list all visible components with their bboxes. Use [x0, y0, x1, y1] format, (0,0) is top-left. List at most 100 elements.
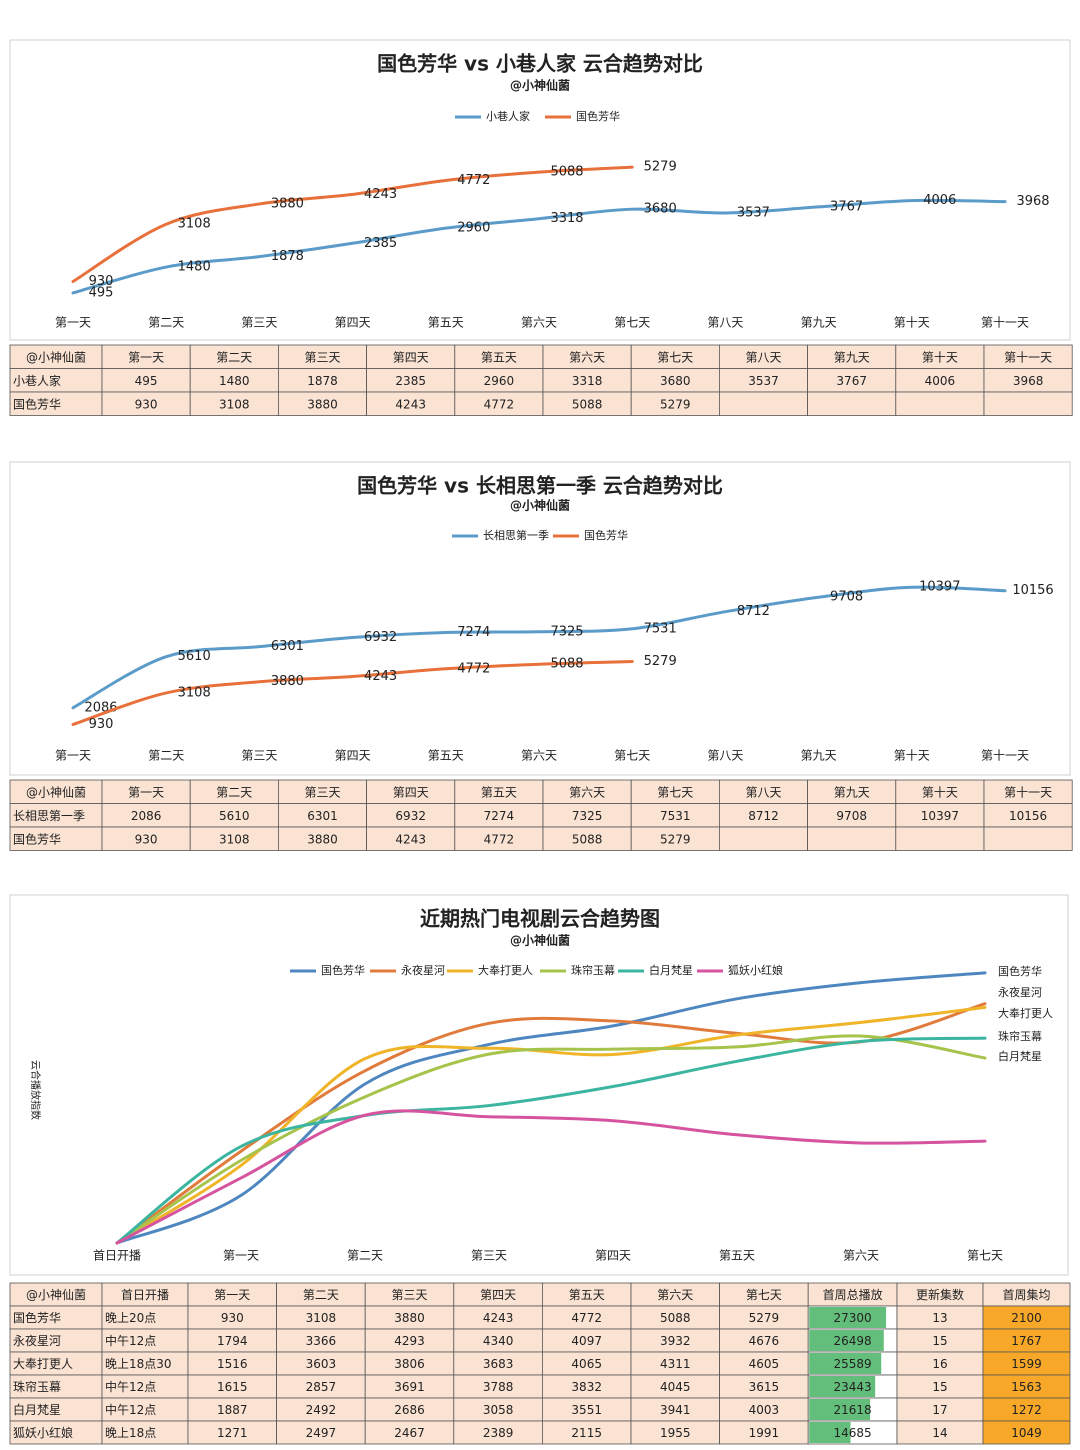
data-label: 3968 [1016, 194, 1049, 209]
table-cell [983, 826, 1073, 851]
table-value: 1049 [1011, 1426, 1042, 1440]
table-header: 第九天 [834, 350, 870, 364]
data-label: 5088 [550, 165, 583, 180]
data-label: 9708 [830, 590, 863, 605]
end-label: 珠帘玉幕 [998, 1029, 1042, 1043]
table-value: 2115 [571, 1426, 602, 1440]
data-label: 10156 [1012, 583, 1053, 598]
x-tick-label: 第六天 [521, 749, 557, 763]
chart-panel [9, 39, 1071, 341]
row-label: 大奉打更人 [13, 1357, 73, 1371]
row-label: 中午12点 [105, 1402, 156, 1417]
table-value: 14685 [834, 1426, 872, 1440]
table-header: 第五天 [481, 785, 517, 799]
table-header: 第六天 [569, 785, 605, 799]
table-header: 第八天 [745, 785, 781, 799]
table-value: 3806 [394, 1357, 425, 1371]
data-label: 930 [89, 274, 114, 289]
end-label: 国色芳华 [998, 964, 1042, 978]
table-value: 1991 [749, 1426, 780, 1440]
x-tick-label: 第二天 [148, 749, 184, 763]
chart-title: 国色芳华 vs 小巷人家 云合趋势对比 [377, 52, 703, 76]
table-cell [983, 391, 1073, 416]
data-label: 3880 [271, 196, 304, 211]
table-header: 第二天 [216, 350, 252, 364]
table-value: 5088 [572, 832, 603, 846]
table-value: 2497 [306, 1426, 337, 1440]
table-value: 3108 [306, 1311, 337, 1325]
table-header: 第一天 [214, 1288, 250, 1302]
data-label: 495 [89, 285, 114, 300]
table-header: 第十天 [922, 785, 958, 799]
table-value: 4243 [395, 397, 426, 411]
table-value: 7274 [484, 809, 515, 823]
table-value: 14 [932, 1426, 947, 1440]
table-value: 2467 [394, 1426, 425, 1440]
table-value: 3968 [1013, 374, 1044, 388]
data-label: 6301 [271, 639, 304, 654]
table-value: 4065 [571, 1357, 602, 1371]
table-value: 4045 [660, 1380, 691, 1394]
table-value: 6932 [395, 809, 426, 823]
series-line [71, 659, 634, 727]
table-value: 26498 [834, 1334, 872, 1348]
table-value: 3880 [394, 1311, 425, 1325]
table-header: 第五天 [569, 1288, 605, 1302]
table-value: 13 [932, 1311, 947, 1325]
y-axis-label: 云合播放指数 [29, 1060, 42, 1120]
table-value: 930 [135, 832, 158, 846]
table-value: 3318 [572, 374, 603, 388]
chart-title: 近期热门电视剧云合趋势图 [420, 907, 660, 931]
end-label: 白月梵星 [998, 1049, 1042, 1063]
legend-label: 永夜星河 [401, 963, 445, 977]
table-value: 27300 [834, 1311, 872, 1325]
data-label: 8712 [737, 604, 770, 619]
table-value: 5279 [660, 397, 691, 411]
table-value: 4097 [571, 1334, 602, 1348]
data-label: 3537 [737, 205, 770, 220]
end-label: 大奉打更人 [998, 1006, 1053, 1020]
table-header: 第六天 [657, 1288, 693, 1302]
chart-subtitle: @小神仙菌 [510, 78, 570, 93]
table-value: 4293 [394, 1334, 425, 1348]
x-tick-label: 第一天 [55, 749, 91, 763]
table-value: 2960 [484, 374, 515, 388]
data-label: 1480 [178, 260, 211, 275]
table-value: 1563 [1011, 1380, 1042, 1394]
table-value: 3941 [660, 1403, 691, 1417]
x-tick-label: 第八天 [707, 316, 743, 330]
x-tick-label: 第五天 [428, 316, 464, 330]
table-header: 第二天 [303, 1288, 339, 1302]
table-value: 1878 [307, 374, 338, 388]
table-cell [719, 391, 809, 416]
table-header: 第十一天 [1004, 350, 1052, 364]
table-header: @小神仙菌 [26, 1288, 86, 1302]
table-value: 2492 [306, 1403, 337, 1417]
legend-label: 小巷人家 [486, 109, 530, 123]
row-label: 晚上18点30 [105, 1357, 172, 1371]
x-tick-label: 第十天 [894, 316, 930, 330]
table-cell [807, 391, 897, 416]
table-cell [719, 826, 809, 851]
table-value: 3680 [660, 374, 691, 388]
data-label: 5279 [644, 160, 677, 175]
table-value: 2100 [1011, 1311, 1042, 1325]
legend-label: 国色芳华 [584, 528, 628, 542]
data-label: 7531 [644, 621, 677, 636]
row-label: 中午12点 [105, 1379, 156, 1394]
data-bar [809, 1307, 887, 1328]
table-value: 23443 [834, 1380, 872, 1394]
table-value: 8712 [748, 809, 779, 823]
table-header: 第五天 [481, 350, 517, 364]
row-label: 中午12点 [105, 1333, 156, 1348]
table-value: 1615 [217, 1380, 248, 1394]
table-header: 第二天 [216, 785, 252, 799]
table-value: 25589 [834, 1357, 872, 1371]
row-label: 晚上20点 [105, 1311, 156, 1325]
data-label: 7274 [457, 625, 490, 640]
table-header: 首日开播 [121, 1288, 169, 1302]
table-header: 第七天 [746, 1288, 782, 1302]
legend-label: 长相思第一季 [483, 528, 549, 542]
table-header: 首周集均 [1002, 1287, 1050, 1302]
